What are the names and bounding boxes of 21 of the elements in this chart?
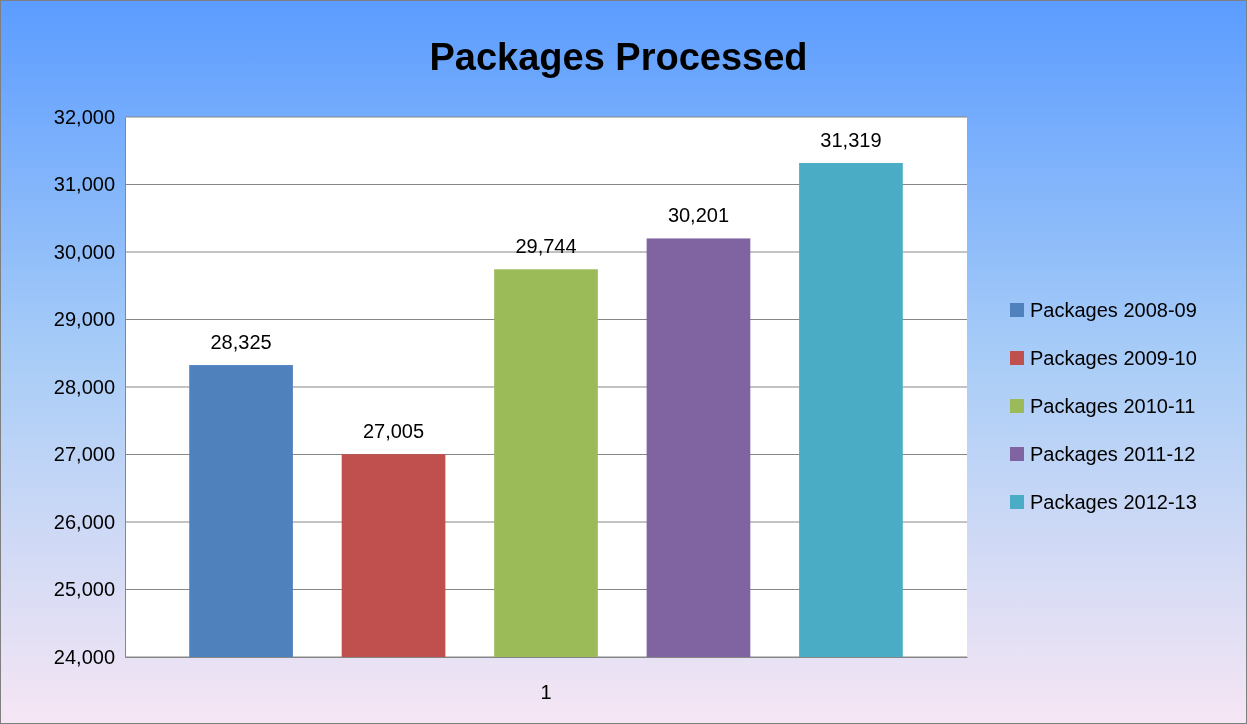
y-tick-label: 31,000 [53, 173, 115, 196]
y-tick-label: 28,000 [53, 375, 115, 398]
y-tick-label: 26,000 [53, 510, 115, 533]
x-tick-label: 1 [540, 681, 552, 704]
legend-label: Packages 2008-09 [1030, 299, 1197, 321]
chart-title: Packages Processed [429, 36, 808, 78]
legend-label: Packages 2012-13 [1030, 491, 1197, 513]
data-label: 29,744 [515, 235, 577, 258]
data-label: 30,201 [667, 204, 730, 227]
data-label: 27,005 [362, 420, 425, 443]
data-label: 28,325 [210, 331, 272, 354]
legend-label: Packages 2009-10 [1030, 347, 1197, 369]
y-tick-label: 30,000 [53, 240, 115, 263]
data-label: 31,319 [820, 128, 882, 151]
legend-label: Packages 2011-12 [1030, 443, 1196, 465]
y-tick-label: 27,000 [53, 443, 115, 466]
y-tick-label: 25,000 [53, 578, 115, 601]
y-tick-label: 29,000 [53, 308, 115, 331]
y-tick-label: 24,000 [53, 645, 115, 668]
legend-label: Packages 2010-11 [1030, 395, 1196, 417]
y-tick-label: 32,000 [53, 105, 115, 128]
